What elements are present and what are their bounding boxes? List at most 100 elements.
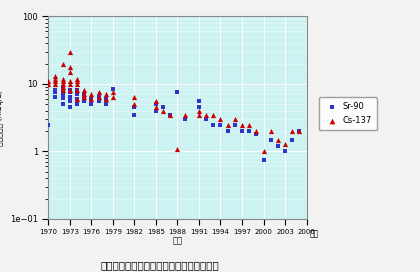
Cs-137 <box>152 105 159 109</box>
Sr-90 <box>52 88 59 92</box>
Cs-137 <box>210 113 217 117</box>
Sr-90 <box>275 144 281 148</box>
Sr-90 <box>203 117 210 121</box>
Sr-90 <box>174 90 181 94</box>
Cs-137 <box>59 61 66 66</box>
Sr-90 <box>152 102 159 106</box>
Cs-137 <box>203 113 210 117</box>
Sr-90 <box>210 122 217 127</box>
Cs-137 <box>45 82 52 86</box>
Cs-137 <box>152 99 159 104</box>
Sr-90 <box>59 96 66 100</box>
Sr-90 <box>282 149 289 154</box>
Cs-137 <box>296 129 303 133</box>
Sr-90 <box>88 97 94 101</box>
Sr-90 <box>239 129 245 133</box>
Sr-90 <box>95 99 102 104</box>
Cs-137 <box>66 50 73 54</box>
Sr-90 <box>167 113 173 117</box>
Sr-90 <box>74 102 80 106</box>
Sr-90 <box>102 97 109 101</box>
Sr-90 <box>88 102 94 106</box>
Cs-137 <box>231 117 238 121</box>
Cs-137 <box>260 149 267 154</box>
Sr-90 <box>66 88 73 92</box>
Cs-137 <box>52 76 59 81</box>
Sr-90 <box>66 105 73 109</box>
Cs-137 <box>196 109 202 113</box>
Cs-137 <box>181 113 188 117</box>
Cs-137 <box>66 64 73 69</box>
Sr-90 <box>74 88 80 92</box>
Sr-90 <box>45 122 52 127</box>
Cs-137 <box>88 97 94 101</box>
Sr-90 <box>66 90 73 94</box>
Sr-90 <box>59 92 66 97</box>
Legend: Sr-90, Cs-137: Sr-90, Cs-137 <box>318 97 377 131</box>
Cs-137 <box>95 94 102 99</box>
Cs-137 <box>66 79 73 83</box>
Cs-137 <box>81 92 87 97</box>
Sr-90 <box>81 99 87 104</box>
Cs-137 <box>224 122 231 127</box>
Sr-90 <box>59 102 66 106</box>
Cs-137 <box>74 79 80 83</box>
Cs-137 <box>66 82 73 86</box>
Cs-137 <box>246 122 252 127</box>
Sr-90 <box>160 105 166 109</box>
Sr-90 <box>181 117 188 121</box>
Cs-137 <box>282 141 289 146</box>
Sr-90 <box>289 137 296 142</box>
Cs-137 <box>59 79 66 83</box>
Text: 茨城県における海水中の各核種の経年変化: 茨城県における海水中の各核種の経年変化 <box>100 261 219 271</box>
Sr-90 <box>131 113 138 117</box>
Cs-137 <box>102 92 109 97</box>
Sr-90 <box>224 129 231 133</box>
Cs-137 <box>66 70 73 74</box>
Text: 年度: 年度 <box>310 230 319 239</box>
Cs-137 <box>131 102 138 106</box>
Sr-90 <box>74 92 80 97</box>
Sr-90 <box>52 90 59 94</box>
Sr-90 <box>260 158 267 162</box>
Sr-90 <box>110 86 116 91</box>
Cs-137 <box>174 146 181 151</box>
Sr-90 <box>253 132 260 136</box>
Cs-137 <box>217 117 224 121</box>
Cs-137 <box>131 94 138 99</box>
Cs-137 <box>74 76 80 81</box>
Cs-137 <box>196 113 202 117</box>
Cs-137 <box>81 94 87 99</box>
Sr-90 <box>231 122 238 127</box>
Cs-137 <box>59 76 66 81</box>
Cs-137 <box>88 92 94 97</box>
Cs-137 <box>52 79 59 83</box>
Cs-137 <box>52 82 59 86</box>
Cs-137 <box>81 88 87 92</box>
Sr-90 <box>81 94 87 99</box>
Cs-137 <box>59 85 66 89</box>
Sr-90 <box>52 94 59 99</box>
Cs-137 <box>289 129 296 133</box>
Cs-137 <box>59 82 66 86</box>
Sr-90 <box>268 137 274 142</box>
Sr-90 <box>152 109 159 113</box>
Cs-137 <box>95 90 102 94</box>
Sr-90 <box>59 85 66 89</box>
Sr-90 <box>131 105 138 109</box>
Cs-137 <box>66 88 73 92</box>
Cs-137 <box>110 90 116 94</box>
Sr-90 <box>95 94 102 99</box>
Cs-137 <box>253 129 260 133</box>
Cs-137 <box>59 88 66 92</box>
Sr-90 <box>81 92 87 97</box>
Cs-137 <box>74 97 80 101</box>
Cs-137 <box>52 74 59 78</box>
Sr-90 <box>196 105 202 109</box>
Cs-137 <box>268 129 274 133</box>
Sr-90 <box>296 129 303 133</box>
Cs-137 <box>160 109 166 113</box>
Sr-90 <box>217 122 224 127</box>
Sr-90 <box>74 97 80 101</box>
Y-axis label: 放射能濃度 (mBq/L): 放射能濃度 (mBq/L) <box>0 90 4 146</box>
